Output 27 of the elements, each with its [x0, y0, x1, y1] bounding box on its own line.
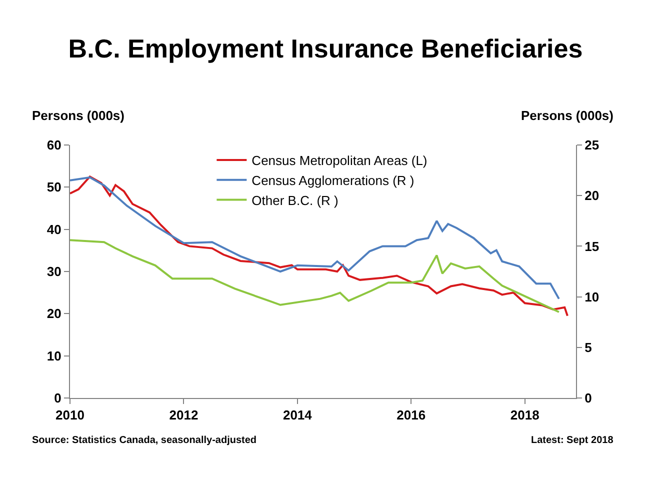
- x-tick-label: 2012: [169, 408, 198, 423]
- legend-label: Census Metropolitan Areas (L): [252, 153, 428, 168]
- y-tick-label: 60: [46, 138, 62, 153]
- y2-tick-label: 10: [584, 289, 600, 304]
- y-tick-label: 0: [54, 390, 62, 406]
- y2-tick-label: 25: [584, 138, 600, 153]
- y2-tick-label: 5: [584, 340, 592, 355]
- x-tick-label: 2018: [510, 408, 540, 423]
- y-axis-title: Persons (000s): [32, 108, 124, 123]
- y2-tick-label: 0: [584, 390, 592, 406]
- y-tick-label: 40: [46, 222, 62, 237]
- line-series: [70, 239, 560, 313]
- y-tick-label: 30: [46, 264, 62, 280]
- x-tick-label: 2014: [282, 408, 313, 423]
- y2-tick-label: 20: [584, 188, 600, 204]
- x-tick-label: 2016: [396, 408, 426, 423]
- source-note: Source: Statistics Canada, seasonally-adjusted: [32, 435, 257, 446]
- text: Latest: Sept 2018: [531, 435, 614, 446]
- chart-title: B.C. Employment Insurance Beneficiaries: [68, 33, 583, 64]
- y2-axis-title: Persons (000s): [521, 108, 614, 123]
- y-tick-label: 50: [46, 180, 62, 195]
- x-tick-label: 2010: [56, 408, 84, 423]
- legend-label: Other B.C. (R ): [252, 192, 338, 208]
- legend-label: Census Agglomerations (R ): [252, 172, 414, 188]
- y-tick-label: 10: [46, 348, 62, 364]
- y-tick-label: 20: [46, 306, 62, 322]
- y2-tick-label: 15: [584, 238, 600, 254]
